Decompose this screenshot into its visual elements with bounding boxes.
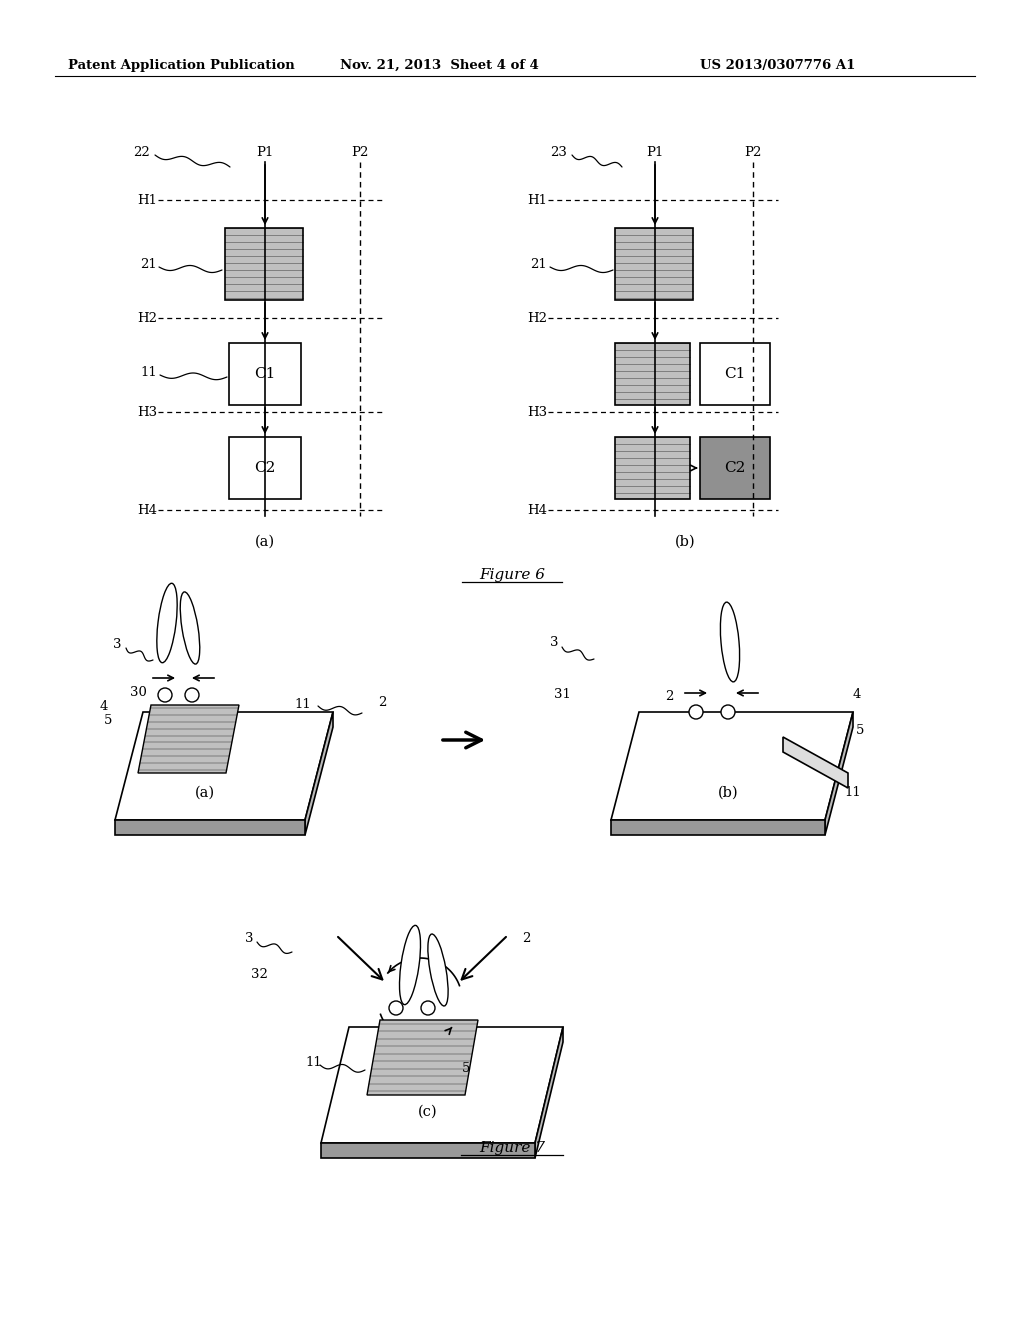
- Text: 4: 4: [853, 689, 861, 701]
- Polygon shape: [825, 711, 853, 836]
- Text: Nov. 21, 2013  Sheet 4 of 4: Nov. 21, 2013 Sheet 4 of 4: [340, 58, 539, 71]
- Text: C1: C1: [254, 367, 275, 381]
- Text: C2: C2: [724, 461, 745, 475]
- Text: 2: 2: [378, 696, 386, 709]
- Text: P1: P1: [256, 145, 273, 158]
- Text: 23: 23: [550, 145, 567, 158]
- Text: Patent Application Publication: Patent Application Publication: [68, 58, 295, 71]
- Ellipse shape: [399, 925, 421, 1005]
- Text: H4: H4: [527, 503, 547, 516]
- Polygon shape: [115, 820, 305, 836]
- Polygon shape: [367, 1020, 478, 1096]
- Polygon shape: [115, 711, 333, 820]
- Text: 32: 32: [251, 968, 268, 981]
- Text: (a): (a): [195, 785, 215, 800]
- Circle shape: [389, 1001, 403, 1015]
- Bar: [229, 343, 301, 405]
- Polygon shape: [535, 1027, 563, 1158]
- Polygon shape: [611, 820, 825, 836]
- Ellipse shape: [157, 583, 177, 663]
- Ellipse shape: [720, 602, 739, 682]
- Bar: [229, 437, 301, 499]
- Polygon shape: [138, 705, 239, 774]
- Circle shape: [421, 1001, 435, 1015]
- Text: P2: P2: [744, 145, 762, 158]
- Text: 30: 30: [130, 686, 147, 700]
- Bar: [615, 343, 690, 405]
- Text: (b): (b): [675, 535, 695, 549]
- Bar: [700, 343, 770, 405]
- Text: Figure 7: Figure 7: [479, 1140, 545, 1155]
- Text: (c): (c): [418, 1105, 438, 1119]
- Text: H3: H3: [527, 405, 547, 418]
- Text: 4: 4: [100, 701, 109, 714]
- Text: P2: P2: [351, 145, 369, 158]
- Text: 2: 2: [665, 690, 674, 704]
- Text: H2: H2: [527, 312, 547, 325]
- Circle shape: [158, 688, 172, 702]
- Text: C2: C2: [254, 461, 275, 475]
- Polygon shape: [611, 711, 853, 820]
- Polygon shape: [321, 1143, 535, 1158]
- Text: Figure 6: Figure 6: [479, 568, 545, 582]
- Bar: [700, 437, 770, 499]
- Ellipse shape: [180, 591, 200, 664]
- Text: 21: 21: [140, 259, 157, 272]
- Bar: [615, 437, 690, 499]
- Bar: [615, 228, 693, 300]
- Text: 11: 11: [305, 1056, 322, 1069]
- Polygon shape: [321, 1027, 563, 1143]
- Polygon shape: [783, 737, 848, 788]
- Circle shape: [185, 688, 199, 702]
- Bar: [225, 228, 303, 300]
- Text: H2: H2: [137, 312, 157, 325]
- Text: 2: 2: [522, 932, 530, 945]
- Text: P1: P1: [646, 145, 664, 158]
- Ellipse shape: [428, 935, 449, 1006]
- Text: US 2013/0307776 A1: US 2013/0307776 A1: [700, 58, 855, 71]
- Text: 3: 3: [113, 639, 122, 652]
- Text: H4: H4: [137, 503, 157, 516]
- Text: 5: 5: [104, 714, 113, 726]
- Text: 3: 3: [245, 932, 254, 945]
- Text: 5: 5: [462, 1061, 470, 1074]
- Text: 3: 3: [550, 636, 558, 649]
- Text: H1: H1: [527, 194, 547, 206]
- Polygon shape: [305, 711, 333, 836]
- Text: 21: 21: [530, 259, 547, 272]
- Text: 31: 31: [554, 689, 571, 701]
- Text: 5: 5: [856, 723, 864, 737]
- Text: (b): (b): [718, 785, 738, 800]
- Circle shape: [689, 705, 703, 719]
- Text: 11: 11: [140, 367, 157, 380]
- Text: (a): (a): [255, 535, 275, 549]
- Text: 22: 22: [133, 145, 150, 158]
- Text: H1: H1: [137, 194, 157, 206]
- Circle shape: [721, 705, 735, 719]
- Text: 11: 11: [844, 787, 861, 800]
- Text: 11: 11: [294, 697, 310, 710]
- Text: C1: C1: [724, 367, 745, 381]
- Text: H3: H3: [137, 405, 157, 418]
